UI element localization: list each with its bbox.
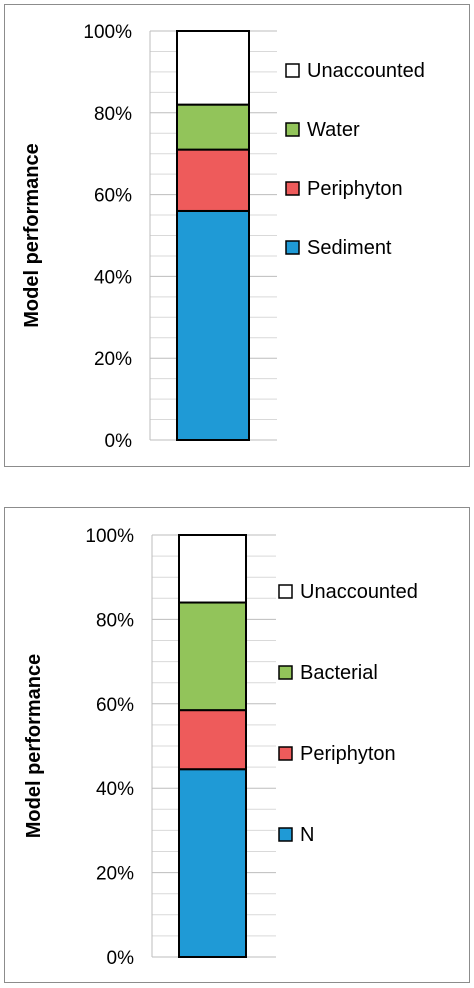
top-legend-swatch-sediment <box>285 240 300 255</box>
bottom-bar-segment-unaccounted <box>178 534 247 604</box>
chart-panel-top: 0% 20% 40% 60% 80% 100% Model performance Unacc… <box>4 4 470 467</box>
top-legend-label-water: Water <box>307 119 360 141</box>
bottom-bar-segment-periphyton <box>178 709 247 771</box>
top-legend-label-unaccounted: Unaccounted <box>307 60 425 82</box>
bottom-y-tick-label: 0% <box>107 948 135 969</box>
bottom-legend-swatch-unaccounted <box>278 584 293 599</box>
top-bar-segment-sediment <box>176 209 250 441</box>
bottom-y-tick-label: 100% <box>85 526 134 547</box>
bottom-y-tick-label: 80% <box>96 610 134 631</box>
top-legend-swatch-water <box>285 122 300 137</box>
top-y-tick-label: 100% <box>83 22 132 43</box>
top-y-axis-label: Model performance <box>21 143 43 327</box>
top-legend-swatch-periphyton <box>285 181 300 196</box>
top-bar-segment-water <box>176 103 250 151</box>
top-y-tick-label: 0% <box>105 431 133 452</box>
chart-bottom: 0% 20% 40% 60% 80% 100% Model performance Unacc… <box>23 526 418 969</box>
bottom-legend-label-bacterial: Bacterial <box>300 662 378 684</box>
bottom-y-tick-label: 40% <box>96 779 134 800</box>
top-y-tick-label: 80% <box>94 104 132 125</box>
top-y-tick-label: 20% <box>94 349 132 370</box>
bottom-y-axis-label: Model performance <box>23 654 45 838</box>
bottom-bar-segment-n <box>178 768 247 958</box>
bottom-legend-label-n: N <box>300 824 314 846</box>
top-bar-segment-periphyton <box>176 148 250 212</box>
bottom-y-tick-label: 20% <box>96 864 134 885</box>
bottom-legend-swatch-periphyton <box>278 746 293 761</box>
top-y-tick-label: 40% <box>94 267 132 288</box>
bottom-legend-label-unaccounted: Unaccounted <box>300 581 418 603</box>
top-legend-label-periphyton: Periphyton <box>307 178 403 200</box>
bottom-bar-segment-bacterial <box>178 601 247 712</box>
bottom-legend-swatch-n <box>278 827 293 842</box>
chart-top: 0% 20% 40% 60% 80% 100% Model performance Unacc… <box>21 22 425 452</box>
bottom-y-tick-label: 60% <box>96 695 134 716</box>
bottom-legend-swatch-bacterial <box>278 665 293 680</box>
chart-panel-bottom: 0% 20% 40% 60% 80% 100% Model performance Unacc… <box>4 507 470 983</box>
top-y-tick-label: 60% <box>94 186 132 207</box>
bottom-legend-label-periphyton: Periphyton <box>300 743 396 765</box>
top-bar-segment-unaccounted <box>176 30 250 106</box>
top-legend-swatch-unaccounted <box>285 63 300 78</box>
top-legend-label-sediment: Sediment <box>307 237 392 259</box>
